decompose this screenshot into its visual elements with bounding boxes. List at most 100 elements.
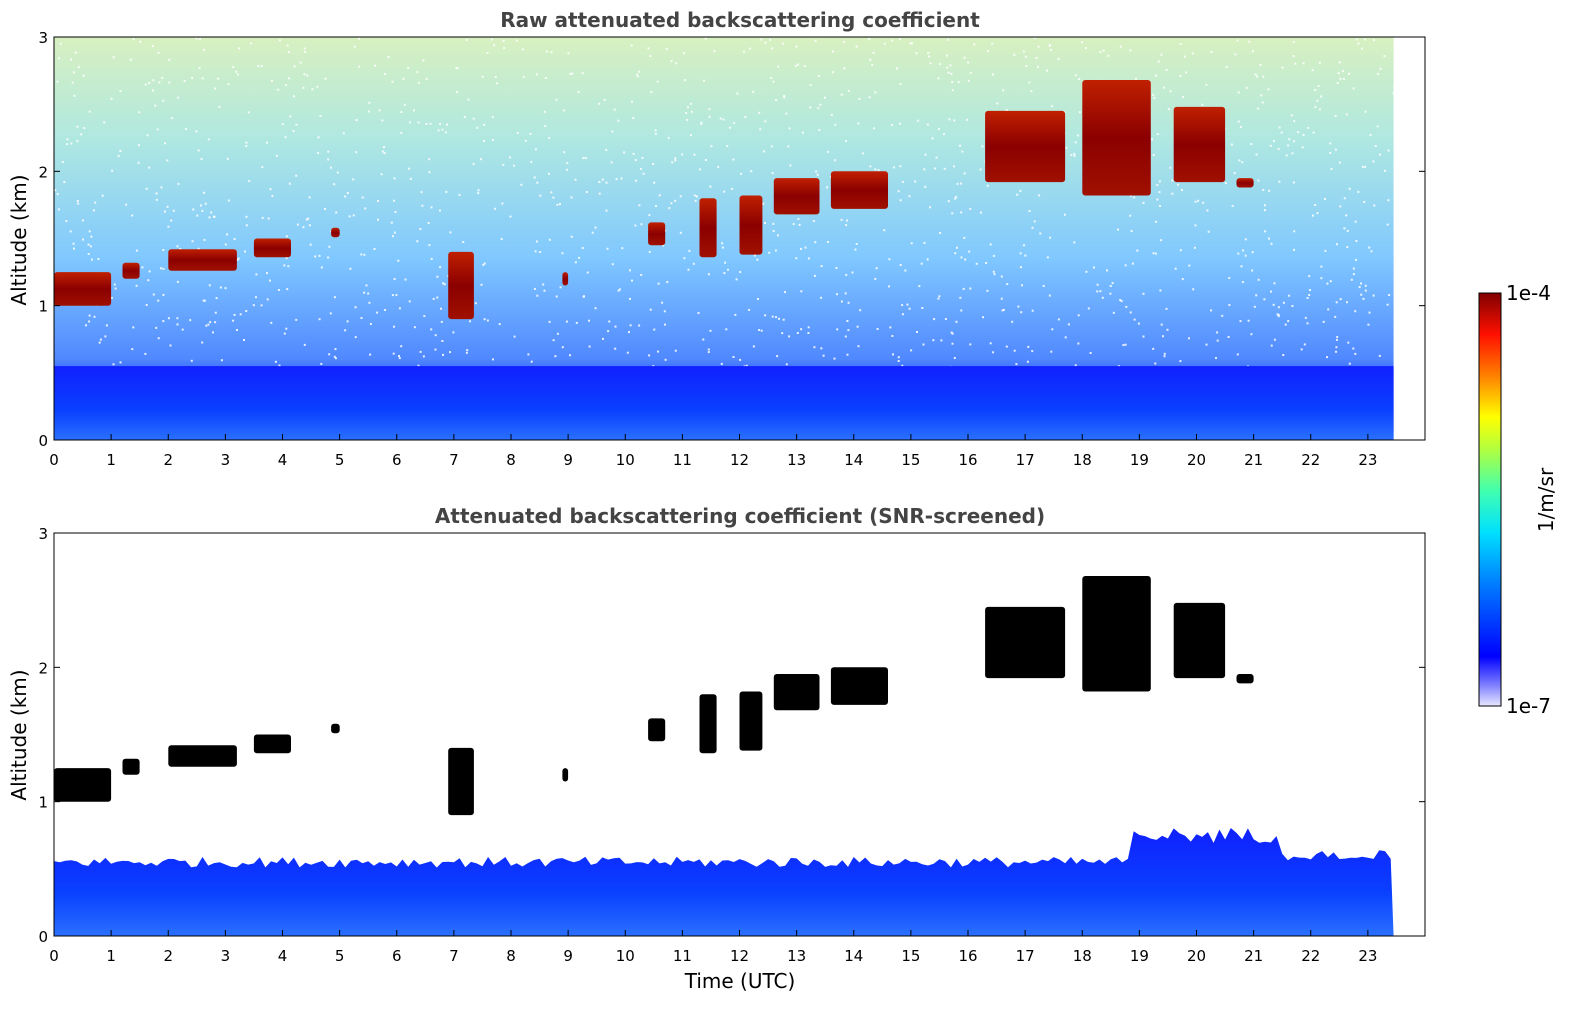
raw-speckle-dot bbox=[1261, 101, 1264, 104]
raw-speckle-dot bbox=[281, 123, 284, 126]
raw-speckle-dot bbox=[969, 343, 972, 346]
raw-speckle-dot bbox=[845, 273, 848, 276]
cloud-layer bbox=[1082, 576, 1151, 692]
raw-speckle-dot bbox=[873, 127, 875, 130]
raw-speckle-dot bbox=[817, 74, 820, 77]
raw-speckle-dot bbox=[917, 119, 920, 122]
raw-speckle-dot bbox=[846, 219, 849, 222]
raw-speckle-dot bbox=[269, 188, 272, 191]
raw-speckle-dot bbox=[397, 259, 400, 262]
cloud-layer bbox=[562, 768, 569, 782]
raw-speckle-dot bbox=[618, 288, 621, 291]
raw-speckle-dot bbox=[409, 121, 412, 124]
raw-speckle-dot bbox=[179, 248, 182, 250]
raw-speckle-dot bbox=[657, 350, 659, 353]
raw-speckle-dot bbox=[992, 73, 994, 76]
raw-speckle-dot bbox=[756, 258, 759, 261]
raw-speckle-dot bbox=[1133, 318, 1136, 321]
raw-speckle-dot bbox=[588, 319, 590, 322]
raw-speckle-dot bbox=[483, 123, 486, 126]
raw-speckle-dot bbox=[1240, 265, 1243, 268]
raw-speckle-dot bbox=[559, 286, 562, 289]
raw-speckle-dot bbox=[214, 321, 217, 324]
raw-speckle-dot bbox=[393, 278, 396, 280]
raw-speckle-dot bbox=[1251, 251, 1254, 254]
raw-speckle-dot bbox=[1136, 249, 1139, 252]
raw-speckle-dot bbox=[59, 42, 62, 45]
raw-speckle-dot bbox=[834, 159, 837, 162]
raw-speckle-dot bbox=[413, 326, 416, 329]
raw-speckle-dot bbox=[400, 111, 403, 113]
raw-speckle-dot bbox=[1048, 294, 1051, 297]
raw-speckle-dot bbox=[1154, 362, 1157, 365]
raw-speckle-dot bbox=[1142, 292, 1145, 295]
raw-speckle-dot bbox=[1000, 275, 1003, 278]
raw-speckle-dot bbox=[1159, 289, 1162, 292]
raw-speckle-dot bbox=[1152, 252, 1155, 255]
raw-speckle-dot bbox=[1292, 181, 1295, 184]
raw-speckle-dot bbox=[1023, 244, 1025, 247]
raw-speckle-dot bbox=[732, 356, 735, 358]
raw-speckle-dot bbox=[938, 295, 941, 298]
raw-speckle-dot bbox=[1181, 278, 1184, 281]
raw-speckle-dot bbox=[1302, 62, 1305, 65]
raw-speckle-dot bbox=[960, 182, 962, 185]
raw-speckle-dot bbox=[477, 192, 480, 195]
raw-speckle-dot bbox=[727, 268, 729, 271]
raw-speckle-dot bbox=[1270, 344, 1273, 347]
raw-speckle-dot bbox=[598, 102, 601, 105]
raw-speckle-dot bbox=[899, 165, 902, 168]
raw-speckle-dot bbox=[283, 332, 286, 335]
raw-speckle-dot bbox=[139, 40, 142, 43]
raw-speckle-dot bbox=[361, 196, 364, 199]
raw-speckle-dot bbox=[73, 94, 76, 97]
raw-speckle-dot bbox=[1233, 172, 1236, 175]
raw-speckle-dot bbox=[759, 128, 762, 131]
raw-speckle-dot bbox=[1171, 179, 1174, 182]
raw-speckle-dot bbox=[1307, 126, 1310, 129]
raw-speckle-dot bbox=[472, 162, 475, 165]
raw-speckle-dot bbox=[1262, 75, 1265, 78]
raw-speckle-dot bbox=[1050, 350, 1053, 353]
raw-speckle-dot bbox=[544, 77, 547, 79]
screened-x-tick-label: 21 bbox=[1244, 947, 1263, 965]
raw-speckle-dot bbox=[1367, 323, 1370, 326]
raw-speckle-dot bbox=[1264, 209, 1266, 212]
raw-speckle-dot bbox=[548, 172, 550, 175]
raw-speckle-dot bbox=[641, 156, 644, 159]
raw-speckle-dot bbox=[227, 199, 230, 202]
raw-speckle-dot bbox=[872, 51, 875, 54]
raw-speckle-dot bbox=[858, 98, 861, 100]
raw-speckle-dot bbox=[167, 225, 170, 228]
raw-speckle-dot bbox=[1225, 66, 1228, 68]
raw-speckle-dot bbox=[1360, 293, 1363, 296]
raw-speckle-dot bbox=[224, 287, 227, 290]
raw-speckle-dot bbox=[76, 125, 79, 128]
raw-speckle-dot bbox=[1387, 199, 1390, 202]
raw-speckle-dot bbox=[1329, 142, 1332, 145]
raw-speckle-dot bbox=[1308, 294, 1311, 296]
raw-speckle-dot bbox=[953, 165, 956, 168]
raw-speckle-dot bbox=[1347, 341, 1350, 344]
raw-speckle-dot bbox=[883, 229, 886, 232]
raw-speckle-dot bbox=[1251, 269, 1254, 272]
raw-speckle-dot bbox=[402, 77, 405, 80]
raw-speckle-dot bbox=[638, 70, 641, 73]
raw-speckle-dot bbox=[946, 66, 949, 69]
raw-speckle-dot bbox=[566, 162, 569, 165]
raw-speckle-dot bbox=[416, 240, 419, 243]
raw-speckle-dot bbox=[1277, 313, 1280, 316]
raw-speckle-dot bbox=[442, 282, 445, 285]
raw-speckle-dot bbox=[629, 297, 631, 300]
raw-speckle-dot bbox=[933, 318, 936, 321]
raw-speckle-dot bbox=[1210, 309, 1213, 312]
raw-speckle-dot bbox=[367, 110, 370, 113]
raw-speckle-dot bbox=[94, 201, 97, 204]
raw-speckle-dot bbox=[585, 191, 588, 193]
raw-speckle-dot bbox=[658, 194, 661, 197]
raw-speckle-dot bbox=[1338, 61, 1341, 64]
raw-speckle-dot bbox=[688, 249, 691, 252]
raw-speckle-dot bbox=[181, 328, 184, 331]
raw-speckle-dot bbox=[1316, 99, 1319, 102]
raw-speckle-dot bbox=[66, 138, 69, 141]
